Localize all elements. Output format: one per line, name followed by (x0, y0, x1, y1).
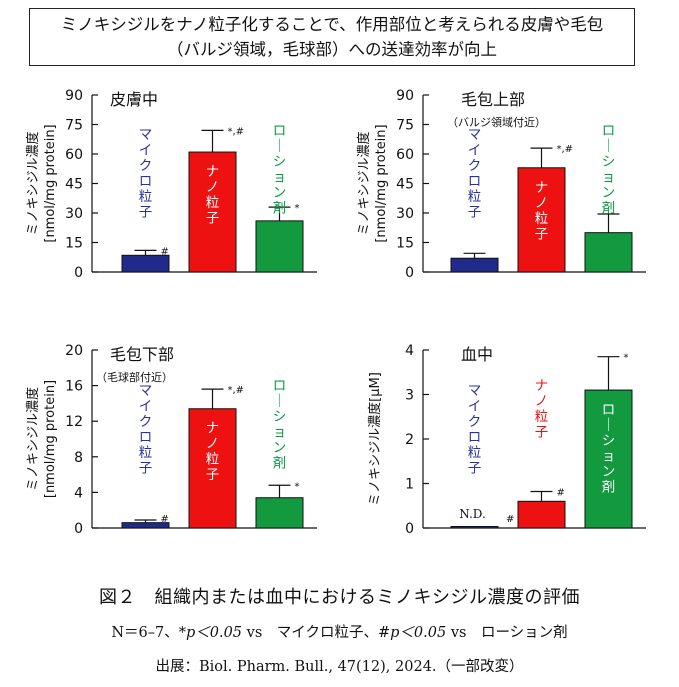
significance-marker: *,# (228, 385, 245, 396)
category-label: マイクロ粒子 (139, 383, 153, 477)
y-tick-label: 12 (65, 414, 83, 430)
category-label: ロ｜ション剤 (602, 402, 616, 496)
panel-title: 毛包下部 (110, 345, 174, 364)
y-tick-label: 90 (65, 88, 83, 104)
panel-title: 毛包上部 (461, 90, 525, 109)
bar (584, 389, 633, 529)
stats-star: *p＜0.05 (178, 625, 243, 641)
bar (450, 257, 499, 273)
category-label: ロ｜ション剤 (273, 123, 287, 217)
significance-marker: * (624, 353, 629, 364)
panel-subtitle: （毛球部付近） (96, 370, 173, 384)
y-axis-label-unit: [nmol/mg protein] (374, 124, 389, 242)
y-tick-label: 0 (405, 265, 414, 281)
y-tick-label: 0 (74, 521, 83, 537)
significance-marker: * (295, 481, 300, 492)
significance-marker: *,# (557, 144, 574, 155)
category-label: ナノ粒子 (535, 180, 549, 243)
y-axis-label: ミノキシジル濃度 (25, 387, 41, 491)
y-axis-label: ミノキシジル濃度 (25, 131, 41, 235)
y-tick-label: 15 (396, 236, 414, 252)
category-label: ナノ粒子 (206, 164, 220, 227)
stats-vs2: vs ローション剤 (446, 625, 568, 641)
category-label: ロ｜ション剤 (273, 378, 287, 472)
bar (188, 408, 237, 529)
y-tick-label: 0 (405, 521, 414, 537)
source-caption: 出展：Biol. Pharm. Bull., 47(12), 2024.（一部改… (155, 659, 524, 675)
y-tick-label: 90 (396, 88, 414, 104)
y-tick-label: 30 (396, 206, 414, 222)
bar (255, 497, 304, 529)
stats-caption: N＝6–7、*p＜0.05 vs マイクロ粒子、#p＜0.05 vs ローション… (0, 621, 679, 642)
bar (121, 522, 170, 529)
category-label: ナノ粒子 (535, 378, 549, 441)
y-tick-label: 0 (74, 265, 83, 281)
category-label: ロ｜ション剤 (602, 123, 616, 217)
panel-title: 皮膚中 (110, 90, 158, 109)
y-tick-label: 75 (65, 118, 83, 134)
figure-caption: 図２ 組織内または血中におけるミノキシジル濃度の評価 (99, 587, 580, 608)
panel-title: 血中 (461, 345, 493, 364)
header-title-line1: ミノキシジルをナノ粒子化することで、作用部位と考えられる皮膚や毛包 (60, 15, 604, 34)
significance-marker: # (506, 514, 514, 525)
y-tick-label: 30 (65, 206, 83, 222)
y-tick-label: 20 (65, 343, 83, 359)
category-label: マイクロ粒子 (468, 383, 482, 477)
y-tick-label: 4 (74, 485, 83, 501)
significance-marker: * (295, 203, 300, 214)
figure-header-box: ミノキシジルをナノ粒子化することで、作用部位と考えられる皮膚や毛包 （バルジ領域… (29, 8, 635, 66)
y-tick-label: 45 (65, 177, 83, 193)
y-tick-label: 2 (405, 432, 414, 448)
nd-label: N.D. (459, 507, 486, 521)
bar (517, 500, 566, 529)
stats-hash: #p＜0.05 (378, 625, 447, 641)
y-tick-label: 45 (396, 177, 414, 193)
y-tick-label: 8 (74, 450, 83, 466)
bar (121, 254, 170, 273)
y-tick-label: 60 (65, 147, 83, 163)
y-tick-label: 3 (405, 388, 414, 404)
y-axis-label-unit: [nmol/mg protein] (43, 124, 58, 242)
y-axis-label-unit: [nmol/mg protein] (43, 380, 58, 498)
y-tick-label: 16 (65, 379, 83, 395)
category-label: マイクロ粒子 (139, 127, 153, 221)
y-tick-label: 75 (396, 118, 414, 134)
stats-vs1: vs マイクロ粒子、 (242, 625, 378, 641)
category-label: ナノ粒子 (206, 421, 220, 484)
y-axis-label: ミノキシジル濃度[μM] (367, 372, 383, 506)
panel-subtitle: （バルジ領域付近） (447, 115, 546, 129)
significance-marker: *,# (228, 126, 245, 137)
category-label: マイクロ粒子 (468, 127, 482, 221)
y-axis-label: ミノキシジル濃度 (356, 131, 372, 235)
y-tick-label: 4 (405, 343, 414, 359)
bar (188, 151, 237, 273)
y-tick-label: 15 (65, 236, 83, 252)
significance-marker: # (161, 246, 169, 257)
bar (450, 526, 499, 529)
bar (517, 167, 566, 273)
y-tick-label: 1 (405, 477, 414, 493)
significance-marker: # (557, 488, 565, 499)
header-title-line2: （バルジ領域，毛球部）への送達効率が向上 (167, 40, 497, 59)
stats-n: N＝6–7、 (111, 625, 179, 641)
bar (255, 220, 304, 273)
y-tick-label: 60 (396, 147, 414, 163)
significance-marker: # (161, 514, 169, 525)
bar (584, 232, 633, 273)
